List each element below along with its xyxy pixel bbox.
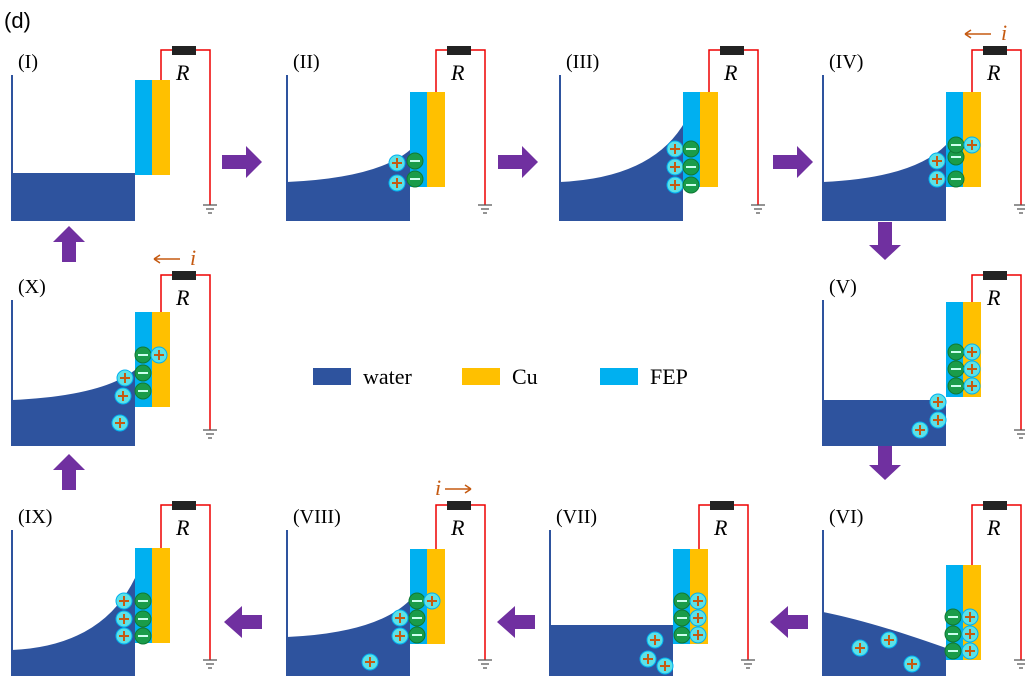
resistor	[447, 46, 471, 55]
panel-label: (IX)	[18, 506, 52, 528]
panel: (IX) R	[12, 501, 217, 675]
panel: (VI) R	[823, 501, 1025, 675]
legend-label: water	[363, 364, 413, 389]
panel: (VIII) Ri	[287, 475, 492, 675]
current-arrow	[154, 255, 180, 263]
panel: (IV) Ri	[823, 20, 1025, 220]
legend-swatch	[313, 368, 351, 385]
resistor	[172, 271, 196, 280]
resistor-label: R	[986, 60, 1001, 85]
resistor-label: R	[986, 515, 1001, 540]
panel-label: (IV)	[829, 51, 863, 73]
panel-label: (X)	[18, 276, 46, 298]
panel: (I) R	[12, 46, 217, 220]
diagram: (d) (I) R (II) R (III) R (IV) Ri (V) R (VI) R (VII) R…	[0, 0, 1025, 682]
figure-label: (d)	[4, 8, 31, 33]
water	[823, 145, 946, 220]
resistor-label: R	[986, 285, 1001, 310]
panel: (III) R	[560, 46, 765, 220]
current-label: i	[435, 475, 441, 500]
resistor	[447, 501, 471, 510]
panel-label: (VII)	[556, 506, 597, 528]
ground	[203, 430, 217, 438]
fep-layer	[135, 80, 152, 175]
ground	[1014, 660, 1025, 668]
resistor-label: R	[175, 515, 190, 540]
resistor-label: R	[450, 60, 465, 85]
ground	[1014, 430, 1025, 438]
panel-label: (III)	[566, 51, 599, 73]
legend-swatch	[462, 368, 500, 385]
resistor-label: R	[175, 285, 190, 310]
resistor-label: R	[713, 515, 728, 540]
ground	[751, 205, 765, 213]
resistor-label: R	[175, 60, 190, 85]
ground	[203, 205, 217, 213]
cu-electrode	[700, 92, 718, 187]
resistor	[720, 46, 744, 55]
water	[12, 578, 135, 675]
cu-electrode	[152, 548, 170, 643]
panel-label: (V)	[829, 276, 857, 298]
panel-label: (I)	[18, 51, 38, 73]
resistor	[983, 501, 1007, 510]
resistor	[172, 501, 196, 510]
legend-swatch	[600, 368, 638, 385]
resistor-label: R	[450, 515, 465, 540]
ground	[203, 660, 217, 668]
legend-label: FEP	[650, 364, 688, 389]
ground	[1014, 205, 1025, 213]
ground	[478, 205, 492, 213]
panel: (VII) R	[550, 501, 755, 675]
panel: (II) R	[287, 46, 492, 220]
ground	[741, 660, 755, 668]
resistor-label: R	[723, 60, 738, 85]
panels: (I)R(II)R(III)R(IV)Ri(V)R(VI)R(VII)R(VII…	[12, 20, 1025, 675]
cu-electrode	[427, 92, 445, 187]
panel: (V) R	[823, 271, 1025, 445]
resistor	[983, 271, 1007, 280]
legend-label: Cu	[512, 364, 538, 389]
current-label: i	[190, 245, 196, 270]
current-arrow	[965, 30, 991, 38]
panel-label: (VI)	[829, 506, 863, 528]
resistor	[172, 46, 196, 55]
resistor	[710, 501, 734, 510]
water	[12, 173, 135, 220]
panel: (X) Ri	[12, 245, 217, 445]
current-arrow	[445, 485, 471, 493]
water	[560, 125, 683, 220]
legend: water Cu FEP	[313, 364, 688, 389]
water	[12, 370, 135, 445]
panel-label: (VIII)	[293, 506, 341, 528]
flow-arrows	[53, 146, 901, 638]
panel-label: (II)	[293, 51, 320, 73]
current-label: i	[1001, 20, 1007, 45]
resistor	[983, 46, 1007, 55]
water	[287, 600, 410, 675]
ground	[478, 660, 492, 668]
water	[823, 400, 946, 445]
cu-electrode	[152, 80, 170, 175]
